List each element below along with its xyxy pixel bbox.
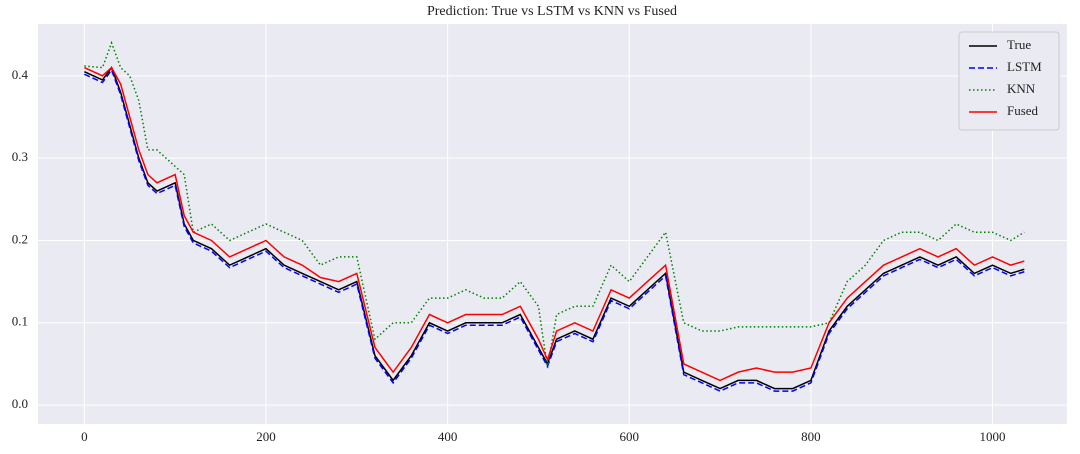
legend-box [958, 31, 1060, 131]
chart-title: Prediction: True vs LSTM vs KNN vs Fused [427, 4, 677, 19]
y-tick-label: 0.1 [12, 314, 28, 329]
series-line [84, 66, 1025, 382]
legend-label: True [1007, 37, 1031, 52]
x-tick-label: 600 [619, 429, 639, 444]
series-line [84, 68, 1025, 392]
x-tick-label: 200 [256, 429, 276, 444]
x-tick-label: 400 [438, 429, 458, 444]
legend-label: Fused [1007, 103, 1039, 118]
series-line [84, 40, 1025, 369]
x-tick-label: 1000 [980, 429, 1006, 444]
y-tick-label: 0.3 [12, 149, 28, 164]
x-tick-label: 0 [81, 429, 88, 444]
y-tick-label: 0.2 [12, 231, 28, 246]
series-line [84, 66, 1025, 390]
y-tick-label: 0.4 [12, 67, 29, 82]
legend-label: LSTM [1007, 59, 1042, 74]
y-tick-label: 0.0 [12, 396, 28, 411]
plot-area [38, 24, 1067, 424]
x-tick-label: 800 [801, 429, 821, 444]
legend-label: KNN [1007, 81, 1036, 96]
